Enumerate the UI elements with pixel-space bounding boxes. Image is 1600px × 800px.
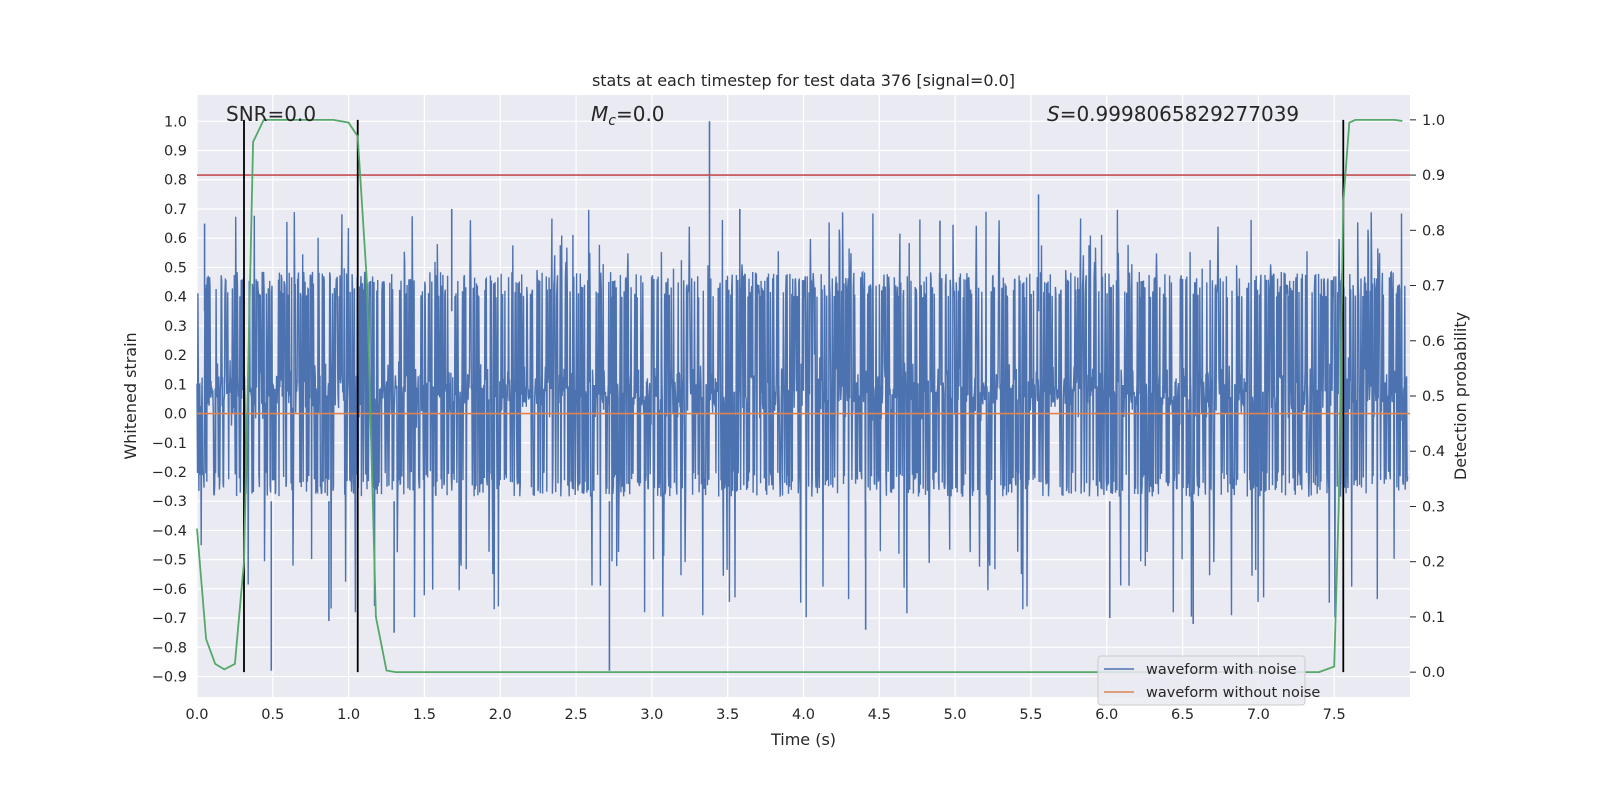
- y2-tick-label: 0.3: [1422, 499, 1445, 515]
- y2-tick-label: 1.0: [1422, 113, 1445, 129]
- y2-tick-label: 0.4: [1422, 444, 1445, 460]
- y-tick-label: −0.7: [152, 611, 187, 627]
- legend-entry-waveform-without-noise: waveform without noise: [1146, 685, 1320, 701]
- y-tick-label: −0.8: [152, 640, 187, 656]
- x-tick-label: 3.5: [716, 707, 739, 723]
- x-tick-label: 0.0: [185, 707, 208, 723]
- x-tick-label: 1.0: [337, 707, 360, 723]
- chart-title: stats at each timestep for test data 376…: [592, 71, 1015, 90]
- series-waveform-with-noise: [196, 121, 1409, 671]
- y-tick-label: 0.7: [164, 202, 187, 218]
- x-tick-label: 2.0: [489, 707, 512, 723]
- x-tick-label: 1.5: [413, 707, 436, 723]
- y-tick-label: −0.9: [152, 670, 187, 686]
- y-tick-label: −0.6: [152, 582, 187, 598]
- y-tick-label: 0.9: [164, 144, 187, 160]
- y-tick-label: 0.8: [164, 173, 187, 189]
- annotation-chirp-mass-subscript: c: [608, 113, 616, 129]
- y-tick-label: 0.1: [164, 377, 187, 393]
- detection-probability-line: [196, 119, 1403, 673]
- y2-tick-label: 0.8: [1422, 223, 1445, 239]
- annotation-chirp-mass-value: =0.0: [616, 102, 665, 126]
- y-tick-label: 0.2: [164, 348, 187, 364]
- annotation-score-value: =0.9998065829277039: [1060, 102, 1299, 126]
- x-tick-label: 0.5: [261, 707, 284, 723]
- legend-box: [1097, 655, 1306, 706]
- annotation-chirp-mass-symbol: M: [591, 102, 608, 126]
- annotation-score-symbol: S: [1047, 102, 1060, 126]
- legend: waveform with noise waveform without noi…: [1097, 655, 1320, 706]
- y-axis-label: Whitened strain: [121, 332, 140, 459]
- x-axis-label: Time (s): [770, 730, 836, 749]
- x-tick-label: 5.5: [1019, 707, 1042, 723]
- y-tick-label: 0.5: [164, 260, 187, 276]
- x-tick-label: 4.0: [792, 707, 815, 723]
- y-tick-label: 0.4: [164, 290, 187, 306]
- x-tick-label: 2.5: [565, 707, 588, 723]
- x-tick-label: 3.0: [640, 707, 663, 723]
- y2-tick-label: 0.2: [1422, 555, 1445, 571]
- y2-axis-label: Detection probability: [1451, 312, 1470, 480]
- annotation-snr: SNR=0.0: [226, 102, 316, 126]
- y2-tick-label: 0.1: [1422, 610, 1445, 626]
- y-tick-label: −0.3: [152, 494, 187, 510]
- legend-entry-waveform-with-noise: waveform with noise: [1146, 662, 1297, 678]
- y2-tick-label: 0.0: [1422, 665, 1445, 681]
- y-tick-label: −0.2: [152, 465, 187, 481]
- y-tick-label: −0.5: [152, 553, 187, 569]
- x-tick-label: 7.0: [1247, 707, 1270, 723]
- x-tick-label: 4.5: [868, 707, 891, 723]
- y2-tick-label: 0.6: [1422, 334, 1445, 350]
- y-tick-label: 0.0: [164, 407, 187, 423]
- x-tick-label: 5.0: [944, 707, 967, 723]
- y-tick-label: 0.3: [164, 319, 187, 335]
- annotation-chirp-mass: Mc=0.0: [591, 102, 665, 129]
- y-tick-label: 0.6: [164, 231, 187, 247]
- annotation-score: S=0.9998065829277039: [1047, 102, 1299, 126]
- y-tick-label: −0.1: [152, 436, 187, 452]
- x-tick-label: 6.5: [1171, 707, 1194, 723]
- waveform-with-noise-line: [196, 209, 1409, 618]
- x-tick-label: 7.5: [1323, 707, 1346, 723]
- y-tick-label: 1.0: [164, 114, 187, 130]
- y2-tick-label: 0.9: [1422, 168, 1445, 184]
- axis-ticks: 0.0 0.5 1.0 1.5 2.0 2.5 3.0 3.5 4.0 4.5 5.0 5.5 6.0 6…: [152, 113, 1445, 723]
- y2-tick-label: 0.5: [1422, 389, 1445, 405]
- y-tick-label: −0.4: [152, 523, 187, 539]
- series-detection-probability: [196, 119, 1403, 673]
- y2-tick-label: 0.7: [1422, 279, 1445, 295]
- x-tick-label: 6.0: [1095, 707, 1118, 723]
